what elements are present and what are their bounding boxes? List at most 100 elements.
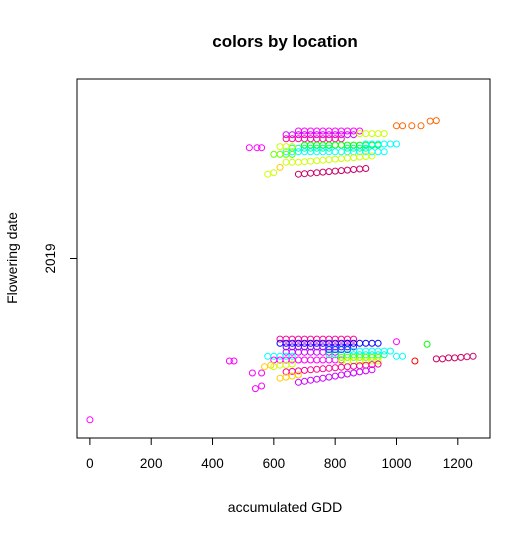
data-point xyxy=(380,140,388,148)
data-point xyxy=(301,158,308,166)
data-point xyxy=(319,356,327,364)
data-point xyxy=(294,378,302,386)
data-point xyxy=(423,340,431,348)
data-point xyxy=(343,339,351,347)
data-point xyxy=(368,152,376,160)
data-point xyxy=(301,135,308,143)
data-point xyxy=(331,348,339,356)
data-point xyxy=(313,148,321,156)
data-point xyxy=(380,347,388,355)
data-point xyxy=(393,122,400,130)
data-point xyxy=(337,371,345,379)
data-points xyxy=(86,117,477,424)
data-point xyxy=(276,163,284,171)
data-point xyxy=(270,150,278,158)
data-point xyxy=(350,339,358,347)
data-point xyxy=(319,135,327,143)
data-point xyxy=(386,347,394,355)
data-point xyxy=(343,346,351,354)
data-point xyxy=(325,144,333,152)
data-point xyxy=(276,150,284,158)
data-point xyxy=(325,364,333,372)
x-tick-label: 200 xyxy=(140,456,163,471)
data-point xyxy=(294,170,302,178)
data-point xyxy=(86,416,94,424)
data-point xyxy=(343,357,351,365)
data-point xyxy=(301,170,308,178)
data-point xyxy=(411,357,419,365)
x-tick-label: 1000 xyxy=(381,456,411,471)
y-axis-label: Flowering date xyxy=(4,212,20,304)
data-point xyxy=(368,366,376,374)
data-point xyxy=(337,148,345,156)
data-point xyxy=(350,131,358,139)
data-point xyxy=(350,369,358,377)
data-point xyxy=(380,351,388,359)
x-tick-label: 600 xyxy=(263,456,286,471)
data-point xyxy=(380,148,388,156)
data-point xyxy=(343,154,351,162)
data-point xyxy=(325,156,333,164)
data-point xyxy=(343,370,351,378)
data-point xyxy=(301,366,308,374)
data-point xyxy=(374,357,382,365)
data-point xyxy=(393,338,400,346)
data-point xyxy=(374,130,382,138)
data-point xyxy=(319,148,327,156)
data-point xyxy=(374,339,382,347)
data-point xyxy=(313,169,321,177)
data-point xyxy=(325,135,333,143)
data-point xyxy=(225,357,233,365)
data-point xyxy=(294,148,302,156)
data-point xyxy=(399,352,407,360)
data-point xyxy=(325,168,333,176)
data-point xyxy=(380,130,388,138)
data-point xyxy=(307,157,315,165)
data-point xyxy=(294,158,302,166)
x-tick-label: 400 xyxy=(201,456,224,471)
data-point xyxy=(337,141,345,149)
y-tick-label: 2019 xyxy=(43,243,58,273)
data-point xyxy=(288,150,296,158)
data-point xyxy=(445,354,453,362)
data-point xyxy=(331,141,339,149)
data-point xyxy=(288,143,296,151)
data-point xyxy=(313,157,321,165)
data-point xyxy=(331,167,339,175)
data-point xyxy=(374,353,382,361)
data-point xyxy=(258,369,266,377)
data-point xyxy=(432,117,440,125)
data-point xyxy=(331,364,339,372)
data-point xyxy=(294,371,302,379)
data-point xyxy=(288,135,296,143)
data-point xyxy=(276,374,284,382)
data-point xyxy=(270,363,278,371)
data-point xyxy=(276,143,284,151)
data-point xyxy=(386,140,394,148)
data-point xyxy=(417,122,425,130)
data-point xyxy=(282,135,290,143)
data-point xyxy=(368,130,376,138)
data-point xyxy=(253,144,261,152)
data-point xyxy=(258,382,266,390)
data-point xyxy=(261,363,269,371)
data-point xyxy=(350,347,358,355)
data-point xyxy=(288,158,296,166)
data-point xyxy=(356,339,364,347)
data-point xyxy=(301,377,308,385)
data-point xyxy=(301,356,308,364)
data-point xyxy=(362,165,370,172)
data-point xyxy=(362,144,370,152)
data-point xyxy=(319,374,327,382)
data-point xyxy=(307,135,315,143)
data-point xyxy=(426,117,434,125)
x-axis: 0 200 400 600 800 1000 1200 xyxy=(86,438,473,471)
data-point xyxy=(282,158,290,166)
data-point xyxy=(399,122,407,130)
data-point xyxy=(307,366,315,374)
data-point xyxy=(356,165,364,173)
data-point xyxy=(294,356,302,364)
data-point xyxy=(408,122,416,130)
x-tick-label: 800 xyxy=(324,456,347,471)
